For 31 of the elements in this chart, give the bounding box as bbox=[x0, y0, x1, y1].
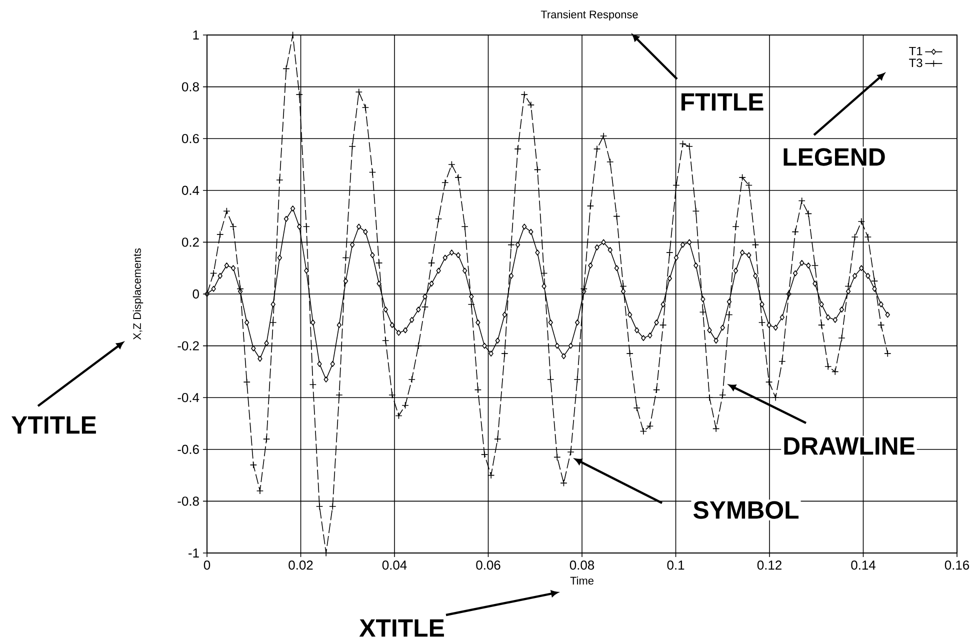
text: XTITLE bbox=[359, 619, 444, 637]
annotation: FTITLE bbox=[681, 93, 764, 111]
x-tick-label: 0.1 bbox=[667, 560, 684, 570]
y-tick-label: -0.8 bbox=[178, 496, 199, 506]
y-tick-label: -0.4 bbox=[178, 393, 200, 402]
x-axis-title: Time bbox=[570, 576, 594, 585]
x-tick-label: 0.02 bbox=[288, 560, 313, 570]
annotation: LEGEND bbox=[784, 148, 885, 166]
y-tick-label: -0.2 bbox=[178, 341, 199, 350]
y-tick-label: 1 bbox=[193, 30, 199, 40]
y-tick-label: -0.6 bbox=[178, 444, 199, 454]
x-tick-label: 0.12 bbox=[757, 560, 782, 570]
y-axis-title: X,Z Displacements bbox=[132, 248, 144, 340]
y-tick-label: 0.8 bbox=[182, 82, 199, 92]
y-tick-label: 0.4 bbox=[182, 186, 200, 195]
chart-title: Transient Response bbox=[540, 10, 638, 20]
x-tick-label: 0.16 bbox=[944, 560, 970, 570]
y-tick-label: 0 bbox=[192, 289, 199, 299]
annotation: DRAWLINE bbox=[784, 437, 914, 455]
y-tick-label: 0.2 bbox=[182, 238, 199, 247]
x-tick-label: 0.04 bbox=[382, 560, 407, 570]
y-tick-label: -1 bbox=[188, 548, 199, 558]
y-tick-label: 0.6 bbox=[182, 134, 199, 144]
x-tick-label: 0.14 bbox=[851, 560, 876, 570]
x-tick-label: 0.08 bbox=[570, 560, 594, 570]
x-tick-label: 0 bbox=[204, 560, 210, 570]
legend-label: T3 bbox=[909, 58, 922, 68]
x-tick-label: 0.06 bbox=[476, 560, 500, 570]
annotation: SYMBOL bbox=[693, 501, 799, 519]
legend-label: T1 bbox=[909, 46, 922, 56]
text: YTITLE bbox=[12, 416, 96, 434]
